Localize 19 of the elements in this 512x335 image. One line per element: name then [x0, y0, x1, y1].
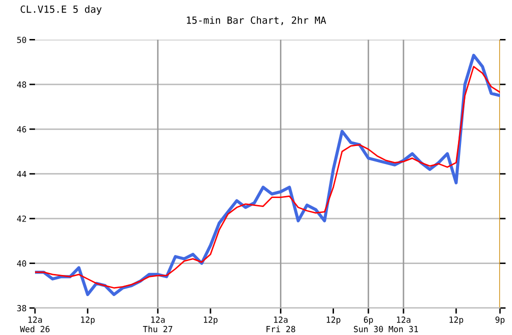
x-tick-label: 12a Mon 31 — [388, 316, 418, 332]
x-tick-label: 6p Sun 30 — [354, 316, 383, 332]
y-tick-label: 42 — [17, 216, 26, 222]
x-tick-label: 12a Thu 27 — [142, 316, 172, 332]
x-tick-label: 12a Fri 28 — [266, 316, 296, 332]
y-tick-label: 46 — [17, 126, 26, 132]
chart-subtitle: 15-min Bar Chart, 2hr MA — [186, 16, 326, 26]
x-tick-label: 12p — [450, 316, 464, 324]
x-tick-label: 12p — [204, 316, 218, 324]
y-tick-label: 40 — [17, 260, 26, 267]
x-tick-label: 12p — [81, 316, 95, 324]
y-tick-label: 50 — [17, 36, 26, 44]
x-tick-label: 12p — [326, 316, 340, 324]
y-tick-label: 48 — [17, 81, 26, 88]
x-tick-label: 12a Wed 26 — [20, 316, 50, 332]
x-tick-label: 9p — [496, 316, 505, 324]
y-tick-label: 44 — [17, 170, 26, 178]
y-tick-label: 38 — [17, 305, 26, 312]
chart-title: CL.V15.E 5 day — [20, 5, 102, 15]
